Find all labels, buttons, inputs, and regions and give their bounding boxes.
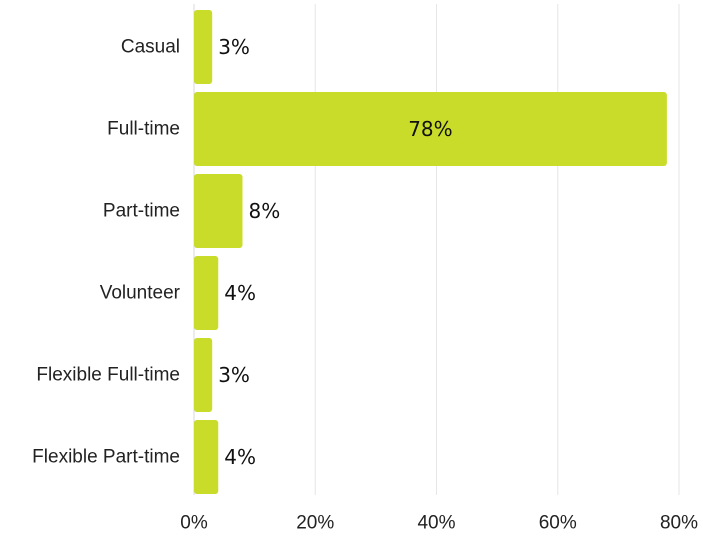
data-label-full-time: 78%: [408, 117, 452, 141]
category-label-flexible-full-time: Flexible Full-time: [36, 365, 180, 386]
data-label-flexible-full-time: 3%: [218, 363, 250, 387]
category-label-flexible-part-time: Flexible Part-time: [32, 447, 180, 468]
grid-lines: [193, 4, 680, 495]
x-tick-label-40: 40%: [417, 513, 455, 534]
category-labels: Casual Full-time Part-time Volunteer Flexibl…: [32, 37, 180, 468]
data-label-part-time: 8%: [249, 199, 281, 223]
category-label-casual: Casual: [121, 37, 180, 58]
bar-volunteer: [194, 256, 219, 330]
category-label-part-time: Part-time: [103, 201, 180, 222]
bar-flexible-full-time: [194, 338, 213, 412]
bars: [194, 10, 667, 494]
x-axis-tick-labels: 0% 20% 40% 60% 80%: [180, 513, 698, 534]
x-tick-label-80: 80%: [660, 513, 698, 534]
data-label-casual: 3%: [218, 35, 250, 59]
x-tick-label-20: 20%: [296, 513, 334, 534]
bar-part-time: [194, 174, 243, 248]
bar-flexible-part-time: [194, 420, 219, 494]
data-label-flexible-part-time: 4%: [224, 445, 256, 469]
x-tick-label-60: 60%: [539, 513, 577, 534]
data-label-volunteer: 4%: [224, 281, 256, 305]
x-tick-label-0: 0%: [180, 513, 208, 534]
bar-casual: [194, 10, 213, 84]
category-label-full-time: Full-time: [107, 119, 180, 140]
category-label-volunteer: Volunteer: [100, 283, 181, 304]
bar-full-time: [194, 92, 667, 166]
data-labels: 3% 78% 8% 4% 3% 4%: [218, 35, 452, 469]
